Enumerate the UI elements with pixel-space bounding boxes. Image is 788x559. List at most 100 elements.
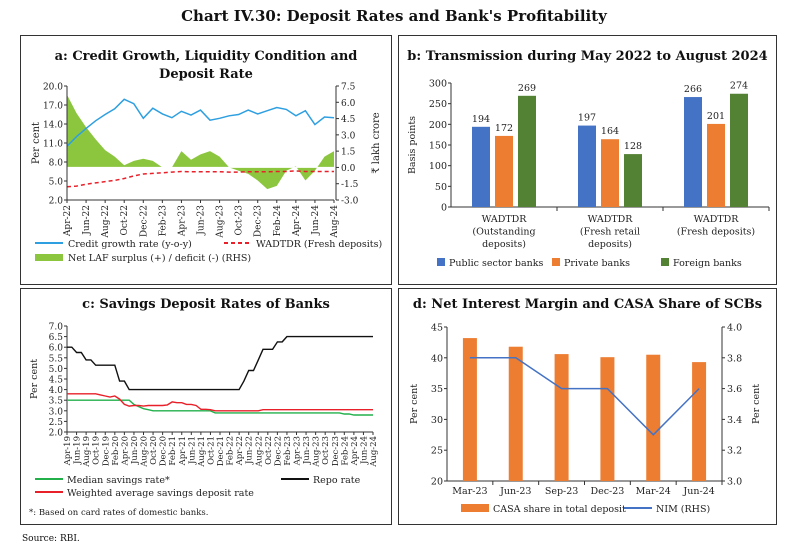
x-category-label: (Fresh deposits) <box>677 227 755 238</box>
x-tick-label: Dec-20 <box>159 436 169 466</box>
repo-rateline <box>67 335 373 391</box>
x-tick-label: Oct-22 <box>264 436 274 465</box>
x-tick-label: Mar-24 <box>636 486 671 497</box>
left-y-tick-label: 20.0 <box>43 83 63 93</box>
x-tick-label: Dec-22 <box>139 205 149 237</box>
legend-label: Private banks <box>564 258 630 269</box>
x-tick-label: Dec-19 <box>101 436 111 466</box>
x-tick-label: Jun-20 <box>130 436 140 465</box>
x-tick-label: Oct-23 <box>235 205 245 236</box>
y-tick-label: 2.0 <box>49 429 64 439</box>
x-tick-label: Feb-24 <box>273 205 283 237</box>
right-y-tick-label: -3.0 <box>341 197 359 207</box>
left-y-tick-label: 14.0 <box>43 121 63 131</box>
panel-a-title-line-2: Deposit Rate <box>159 67 253 82</box>
x-category-label: WADTDR <box>694 214 740 225</box>
right-y-tick-label: 4.0 <box>727 323 742 334</box>
panel-b-title: b: Transmission during May 2022 to Augus… <box>407 49 768 64</box>
legend-label: Public sector banks <box>449 258 544 269</box>
x-tick-label: Jun-24 <box>682 486 714 497</box>
y-tick-label: 5.5 <box>49 354 64 364</box>
bar-foreign-banks <box>624 154 642 207</box>
x-tick-label: Aug-23 <box>216 205 226 239</box>
legend-swatch <box>552 258 560 266</box>
bar-data-label: 128 <box>624 141 642 152</box>
bar-data-label: 164 <box>601 126 619 137</box>
x-tick-label: Dec-23 <box>590 486 624 497</box>
x-tick-label: Oct-19 <box>92 436 102 465</box>
right-y-label: ₹ lakh crore <box>371 112 382 174</box>
bar-public-sector-banks <box>472 126 490 207</box>
legend-casa-swatch <box>461 504 489 512</box>
bar-foreign-banks <box>730 93 748 207</box>
x-tick-label: Dec-23 <box>331 436 341 466</box>
x-category-label: (Outstanding <box>472 227 535 238</box>
legend-label: Foreign banks <box>673 258 742 269</box>
right-y-tick-label: 3.8 <box>727 353 742 364</box>
x-tick-label: Jun-21 <box>187 436 197 465</box>
x-tick-label: Jun-22 <box>82 205 92 236</box>
x-tick-label: Oct-20 <box>149 436 159 465</box>
x-tick-label: Jun-24 <box>311 205 321 236</box>
y-label: Per cent <box>29 359 40 399</box>
panel-d-chart: 20 25 30 35 40 45 3.0 3.2 3.4 3.6 3.8 4.0 Mar-23 Jun-… <box>409 323 762 516</box>
left-y-label: Per cent <box>409 384 420 424</box>
x-tick-label: Jun-22 <box>245 436 255 465</box>
panel-d-title: d: Net Interest Margin and CASA Share of… <box>412 297 763 312</box>
panel-c: c: Savings Deposit Rates of Banks 2.0 2.5… <box>20 288 392 525</box>
x-tick-label: Oct-23 <box>321 436 331 465</box>
x-tick-label: Feb-24 <box>340 436 350 466</box>
right-y-tick-label: -1.5 <box>341 180 359 190</box>
x-tick-label: Dec-22 <box>273 436 283 466</box>
x-tick-label: Aug-21 <box>197 436 207 468</box>
y-tick-label: 4.0 <box>49 386 64 396</box>
x-category-label: deposits) <box>588 239 632 250</box>
panel-a: a: Credit Growth, Liquidity Condition an… <box>20 35 392 285</box>
bar-data-label: 269 <box>518 83 536 94</box>
x-tick-label: Aug-24 <box>369 436 379 468</box>
left-y-tick-label: 5.0 <box>49 178 64 188</box>
right-y-tick-label: 3.0 <box>727 477 742 488</box>
x-tick-label: Apr-23 <box>293 436 303 466</box>
left-y-tick-label: 2.0 <box>49 197 64 207</box>
x-tick-label: Oct-21 <box>206 436 216 465</box>
left-y-tick-label: 11.0 <box>43 140 63 150</box>
right-y-tick-label: 1.5 <box>341 148 356 158</box>
right-y-label: Per cent <box>751 384 762 424</box>
right-y-tick-label: 3.0 <box>341 131 356 141</box>
legend-swatch <box>661 258 669 266</box>
x-tick-label: Aug-20 <box>140 436 150 468</box>
panel-a-chart: 2.0 5.0 8.0 11.0 14.0 17.0 20.0 -3.0 -1.5 0.0 1.5 3… <box>31 83 382 265</box>
y-tick-label: 5.0 <box>49 365 64 375</box>
legend-credit-growth-label: Credit growth rate (y-o-y) <box>68 239 192 250</box>
x-tick-label: Dec-21 <box>216 436 226 466</box>
x-tick-label: Aug-22 <box>101 205 111 239</box>
y-tick-label: 150 <box>429 141 447 152</box>
x-tick-label: Apr-20 <box>120 436 130 466</box>
x-tick-label: Apr-19 <box>63 436 73 466</box>
bar-data-label: 197 <box>578 113 596 124</box>
x-tick-label: Apr-24 <box>292 205 302 237</box>
y-tick-label: 0 <box>441 203 447 214</box>
y-tick-label: 6.5 <box>49 333 64 343</box>
casa-bar <box>508 346 523 481</box>
casa-bar <box>462 338 477 481</box>
bar-public-sector-banks <box>684 97 702 207</box>
left-y-tick-label: 40 <box>431 353 443 364</box>
right-y-tick-label: 7.5 <box>341 83 356 93</box>
y-tick-label: 6.0 <box>49 344 64 354</box>
left-y-label: Per cent <box>31 122 42 164</box>
y-label: Basis points <box>407 116 418 174</box>
x-category-label: WADTDR <box>588 214 634 225</box>
x-tick-label: Feb-21 <box>168 436 178 466</box>
y-tick-label: 50 <box>435 182 447 193</box>
bar-data-label: 266 <box>684 84 702 95</box>
bar-private-banks <box>601 139 619 207</box>
right-y-tick-label: 4.5 <box>341 115 356 125</box>
x-tick-label: Apr-21 <box>178 436 188 466</box>
legend-label: Repo rate <box>313 475 361 486</box>
left-y-tick-label: 20 <box>431 477 443 488</box>
panel-b: b: Transmission during May 2022 to Augus… <box>398 35 777 285</box>
